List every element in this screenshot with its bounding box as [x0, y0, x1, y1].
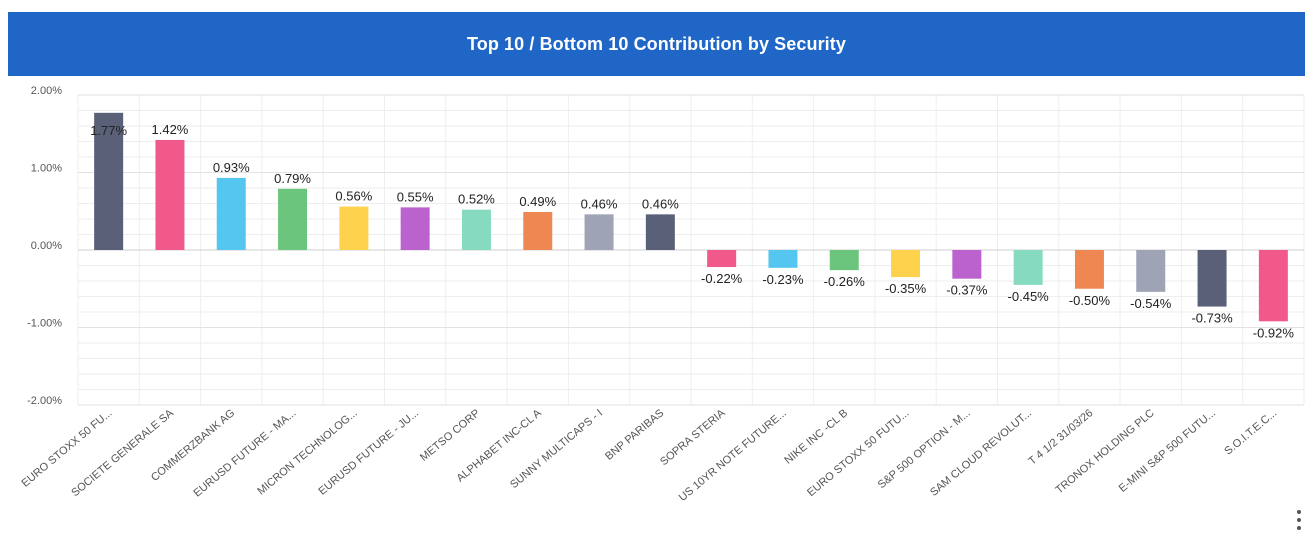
- chart-menu-icon[interactable]: [1294, 510, 1304, 540]
- data-label: -0.26%: [824, 274, 866, 289]
- data-label: 0.56%: [335, 189, 372, 204]
- bar: [891, 250, 921, 278]
- data-label: 0.52%: [458, 192, 495, 207]
- bar: [952, 250, 982, 279]
- data-label: -0.50%: [1069, 293, 1111, 308]
- x-tick-label: SOPRA STERIA: [658, 407, 728, 468]
- data-label: 0.46%: [581, 196, 618, 211]
- data-label: 0.55%: [397, 189, 434, 204]
- y-tick-label: 2.00%: [31, 85, 62, 97]
- data-label: 0.79%: [274, 171, 311, 186]
- data-label: -0.35%: [885, 281, 927, 296]
- data-label: -0.73%: [1191, 311, 1233, 326]
- data-label: 0.46%: [642, 196, 679, 211]
- x-tick-label: MICRON TECHNOLOG...: [255, 407, 359, 497]
- x-tick-label: US 10YR NOTE FUTURE...: [677, 407, 789, 504]
- data-label: 1.42%: [152, 122, 189, 137]
- x-tick-label: EURUSD FUTURE - JU...: [316, 407, 421, 498]
- data-label: -0.54%: [1130, 296, 1172, 311]
- x-tick-label: SAM CLOUD REVOLUT...: [928, 407, 1034, 499]
- y-axis: 2.00% 1.00% 0.00% -1.00% -2.00%: [27, 85, 62, 407]
- x-tick-label: BNP PARIBAS: [603, 407, 666, 463]
- bar: [523, 212, 553, 250]
- x-tick-label: SOCIETE GENERALE SA: [69, 407, 176, 500]
- bar: [1013, 250, 1043, 285]
- y-tick-label: -1.00%: [27, 318, 62, 330]
- x-tick-label: EURUSD FUTURE - MA...: [192, 407, 299, 499]
- bar: [1136, 250, 1166, 292]
- chart-grid: [77, 94, 1305, 406]
- bar: [278, 188, 308, 250]
- data-label: -0.22%: [701, 271, 743, 286]
- x-tick-label: NIKE INC -CL B: [782, 407, 850, 467]
- x-tick-label: METSO CORP: [418, 407, 482, 464]
- data-label: -0.23%: [762, 272, 804, 287]
- data-label: -0.37%: [946, 283, 988, 298]
- bar: [1074, 250, 1104, 289]
- x-tick-label: EURO STOXX 50 FUTU...: [805, 407, 911, 499]
- bar: [339, 206, 369, 250]
- bar-series: [94, 112, 1288, 322]
- bar: [461, 209, 491, 250]
- data-labels: 1.77% 1.42% 0.93% 0.79% 0.56% 0.55% 0.52% 0.49%…: [90, 122, 1294, 340]
- bar: [216, 177, 246, 250]
- bar: [94, 112, 124, 250]
- bar: [768, 250, 798, 268]
- bar: [707, 250, 737, 268]
- contribution-bar-chart: 2.00% 1.00% 0.00% -1.00% -2.00% 1.77% 1.42% 0.…: [19, 85, 1305, 504]
- chart-title: Top 10 / Bottom 10 Contribution by Secur…: [467, 33, 846, 54]
- data-label: -0.45%: [1008, 289, 1050, 304]
- x-tick-label: TRONOX HOLDING PLC: [1053, 407, 1156, 496]
- data-label: 0.49%: [519, 194, 556, 209]
- y-tick-label: -2.00%: [27, 395, 62, 407]
- data-label: 0.93%: [213, 160, 250, 175]
- bar: [1197, 250, 1227, 307]
- y-tick-label: 0.00%: [31, 240, 62, 252]
- bar: [400, 207, 430, 250]
- x-tick-label: T 4 1/2 31/03/26: [1026, 407, 1095, 468]
- bar: [829, 250, 859, 271]
- bar: [155, 139, 185, 250]
- data-label: 1.77%: [90, 123, 127, 138]
- data-label: -0.92%: [1253, 325, 1295, 340]
- y-tick-label: 1.00%: [31, 163, 62, 175]
- x-tick-label: S.O.I.T.E.C...: [1222, 407, 1279, 457]
- bar: [1258, 250, 1288, 322]
- bar: [645, 214, 675, 250]
- chart-header: Top 10 / Bottom 10 Contribution by Secur…: [8, 12, 1305, 76]
- bar: [584, 214, 614, 250]
- x-axis: EURO STOXX 50 FU...SOCIETE GENERALE SACO…: [19, 407, 1279, 504]
